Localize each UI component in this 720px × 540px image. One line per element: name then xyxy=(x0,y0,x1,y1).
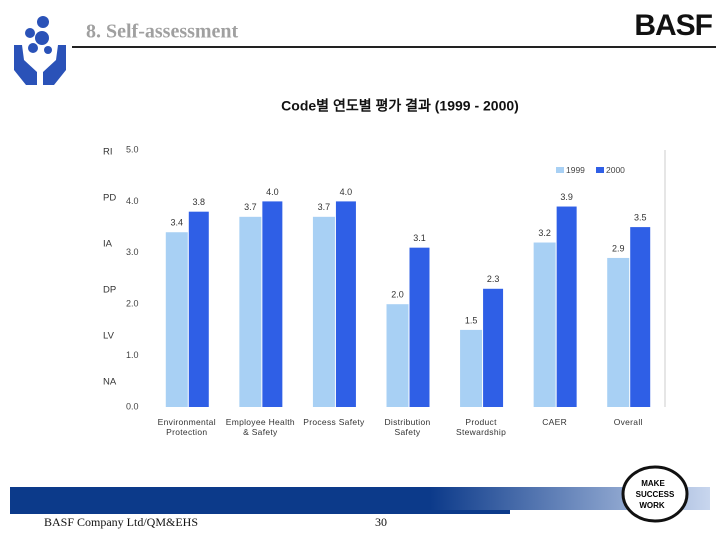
y-tick-label: 4.0 xyxy=(126,196,139,206)
bar xyxy=(533,242,556,407)
bar xyxy=(312,216,335,407)
side-label: RI xyxy=(103,147,113,158)
side-label: NA xyxy=(103,377,117,388)
legend-swatch xyxy=(556,167,564,173)
value-label: 4.0 xyxy=(266,187,279,197)
value-label: 3.8 xyxy=(193,197,206,207)
value-label: 1.5 xyxy=(465,315,478,325)
legend-label: 1999 xyxy=(566,165,585,175)
x-tick-label: CAER xyxy=(542,417,568,427)
value-label: 3.9 xyxy=(560,192,573,202)
value-label: 3.7 xyxy=(244,202,257,212)
value-label: 2.3 xyxy=(487,274,500,284)
footer-band xyxy=(10,487,710,510)
bar xyxy=(386,304,409,407)
bar xyxy=(335,201,356,407)
badge xyxy=(621,465,689,523)
value-label: 3.7 xyxy=(318,202,331,212)
bar xyxy=(483,288,504,407)
badge-text: MAKE xyxy=(641,479,665,488)
side-label: PD xyxy=(103,193,116,204)
value-label: 3.4 xyxy=(171,218,184,228)
value-label: 2.0 xyxy=(391,290,404,300)
bar xyxy=(607,257,630,407)
value-label: 3.2 xyxy=(538,228,551,238)
x-tick-label: Overall xyxy=(613,417,643,427)
side-label: LV xyxy=(103,331,115,342)
page-number: 30 xyxy=(375,515,387,529)
x-tick-label: Process Safety xyxy=(303,417,365,427)
x-tick-label: Product Stewardship xyxy=(456,417,507,437)
value-label: 4.0 xyxy=(340,187,353,197)
bar xyxy=(630,227,651,407)
badge-text: SUCCESS xyxy=(636,490,675,499)
value-label: 3.1 xyxy=(413,233,426,243)
y-tick-label: 0.0 xyxy=(126,401,139,411)
bar xyxy=(556,206,577,407)
footer-band xyxy=(10,510,510,514)
legend-label: 2000 xyxy=(606,165,625,175)
side-label: DP xyxy=(103,285,116,296)
legend-swatch xyxy=(596,167,604,173)
side-label: IA xyxy=(103,239,113,250)
badge-text: WORK xyxy=(639,501,665,510)
x-tick-label: Employee Health & Safety xyxy=(225,417,295,437)
bar xyxy=(460,329,483,407)
y-tick-label: 2.0 xyxy=(126,299,139,309)
bar xyxy=(188,211,209,407)
logo-icon xyxy=(14,16,66,85)
y-tick-label: 1.0 xyxy=(126,350,139,360)
value-label: 2.9 xyxy=(612,243,625,253)
y-tick-label: 5.0 xyxy=(126,144,139,154)
x-tick-label: Environmental Protection xyxy=(157,417,216,437)
bar xyxy=(239,216,262,407)
value-label: 3.5 xyxy=(634,212,647,222)
bar xyxy=(165,232,188,407)
bar xyxy=(409,247,430,407)
bar xyxy=(262,201,283,407)
logo: BASF xyxy=(634,9,712,42)
y-tick-label: 3.0 xyxy=(126,247,139,257)
x-tick-label: Distribution Safety xyxy=(384,417,431,437)
slide-title: 8. Self-assessment xyxy=(86,21,239,43)
chart-title: Code별 연도별 평가 결과 (1999 - 2000) xyxy=(281,98,519,114)
footer-company: BASF Company Ltd/QM&EHS xyxy=(44,515,198,529)
